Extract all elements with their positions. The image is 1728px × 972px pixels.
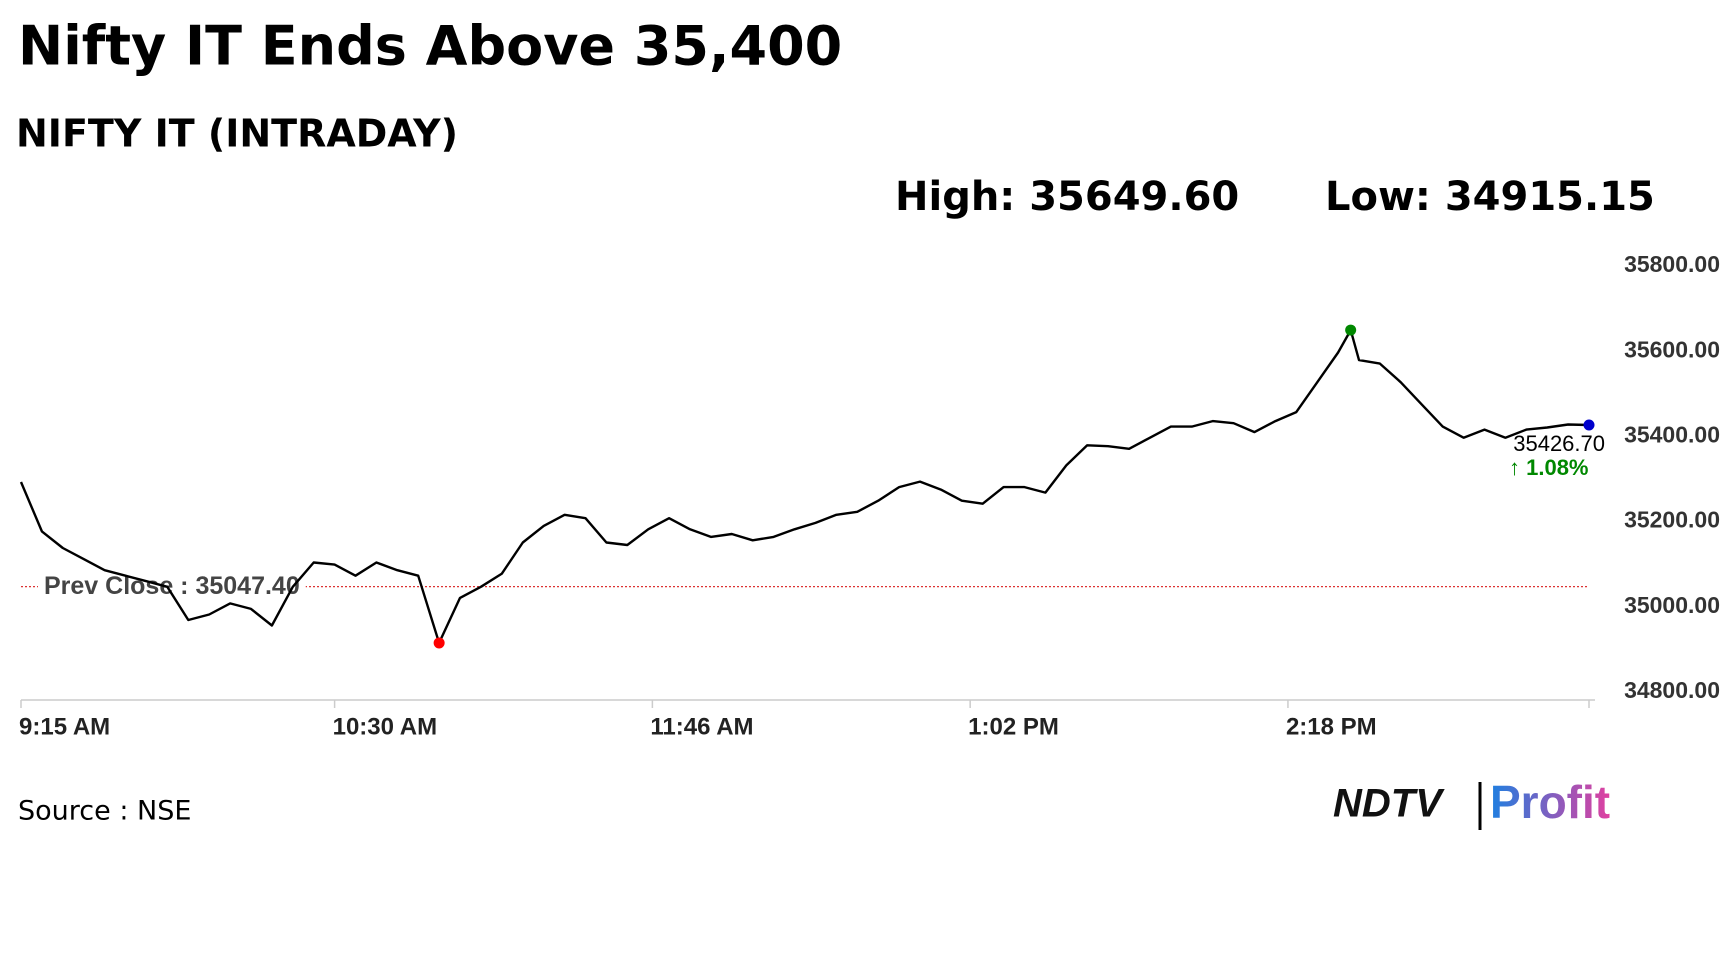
y-tick-label: 34800.00 xyxy=(1624,677,1720,703)
x-tick-label: 10:30 AM xyxy=(333,713,437,740)
price-line xyxy=(19,328,1590,645)
y-tick-label: 35200.00 xyxy=(1624,507,1720,533)
logo-ndtv: NDTV xyxy=(1333,782,1445,826)
chart-title: Nifty IT Ends Above 35,400 xyxy=(18,15,842,78)
x-tick-label: 9:15 AM xyxy=(19,713,110,740)
y-tick-label: 35600.00 xyxy=(1624,336,1720,362)
logo-profit: Profit xyxy=(1490,776,1610,828)
x-tick-label: 2:18 PM xyxy=(1286,713,1377,740)
change-label: ↑ 1.08% xyxy=(1509,455,1589,480)
low-label: Low: 34915.15 xyxy=(1325,174,1655,220)
last-point xyxy=(1583,419,1595,431)
y-tick-label: 35000.00 xyxy=(1624,592,1720,618)
low-point xyxy=(433,637,445,649)
y-tick-label: 35400.00 xyxy=(1624,421,1720,447)
high-label: High: 35649.60 xyxy=(895,174,1239,220)
y-tick-label: 35800.00 xyxy=(1624,251,1720,277)
chart-subtitle: NIFTY IT (INTRADAY) xyxy=(16,112,458,156)
source: Source : NSE xyxy=(18,796,191,827)
x-tick-label: 1:02 PM xyxy=(968,713,1059,740)
high-point xyxy=(1345,324,1357,336)
x-tick-label: 11:46 AM xyxy=(650,713,753,740)
last-value-label: 35426.70 xyxy=(1513,431,1605,456)
